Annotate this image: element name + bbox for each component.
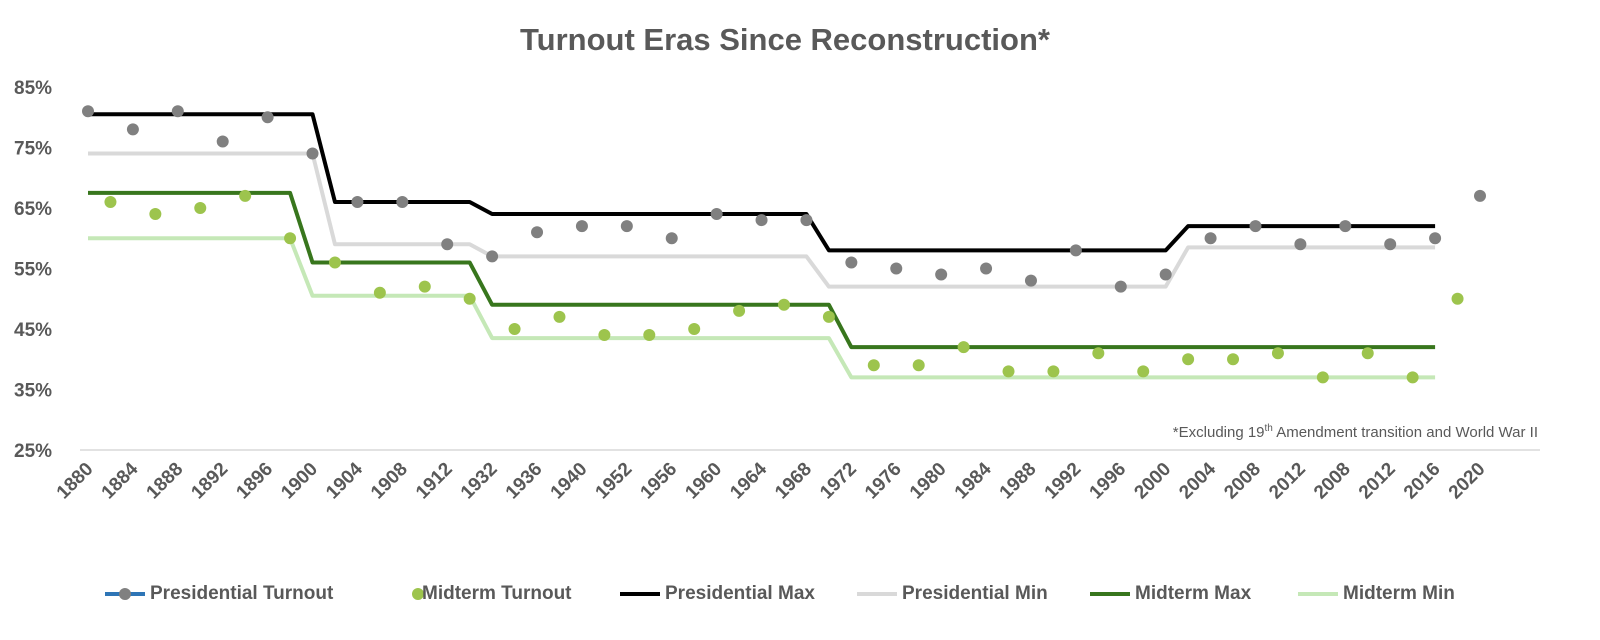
data-point [957,341,970,354]
data-point [531,226,544,239]
data-point [980,262,993,275]
data-point [1429,232,1442,245]
data-point [935,268,948,281]
y-tick-label: 85% [14,78,52,99]
data-point [1114,280,1127,293]
data-point [1406,371,1419,384]
data-point [890,262,903,275]
data-point [1249,220,1262,233]
data-point [328,256,341,269]
legend-label: Midterm Turnout [422,583,572,604]
data-point [239,189,252,202]
data-point [912,359,925,372]
chart-title: Turnout Eras Since Reconstruction* [520,22,1051,57]
data-point [373,286,386,299]
data-point [284,232,297,245]
data-point [104,195,117,208]
data-point [1159,268,1172,281]
data-point [1316,371,1329,384]
data-point [1069,244,1082,257]
data-point [351,195,364,208]
legend-label: Presidential Min [902,583,1048,604]
data-point [306,147,319,160]
data-point [1002,365,1015,378]
data-point [1474,189,1486,202]
data-point [216,135,229,148]
data-point [1384,238,1397,251]
data-point [643,329,656,342]
data-point [800,214,813,227]
data-point [1271,347,1284,360]
data-point [1339,220,1352,233]
data-point [1047,365,1060,378]
series-line [88,190,1436,350]
footnote: *Excluding 19th Amendment transition and… [1173,423,1538,441]
y-tick-label: 75% [14,139,52,160]
y-tick-label: 65% [14,199,52,220]
data-point [733,304,746,317]
data-point [778,298,790,311]
y-tick-label: 45% [14,320,52,341]
data-point [620,220,633,233]
data-point [194,202,207,214]
data-point [126,123,139,136]
data-point [396,195,409,208]
data-point [1137,365,1150,378]
data-point [845,256,858,269]
legend-label: Presidential Max [665,583,815,604]
data-point [1182,353,1195,366]
data-point [1204,232,1217,245]
legend-label: Midterm Min [1343,583,1455,604]
data-point [688,323,701,335]
y-tick-label: 25% [14,441,52,462]
y-tick-label: 35% [14,381,52,402]
series-line [88,112,1436,253]
data-point [1294,238,1307,251]
data-point [1451,292,1464,305]
footnote-text: *Excluding 19 [1173,424,1265,441]
legend-label: Presidential Turnout [150,583,334,604]
data-point [149,208,162,221]
data-point [755,214,768,227]
data-point [1024,274,1037,287]
data-point [171,105,184,118]
data-point [82,105,94,118]
data-point [665,232,678,245]
y-tick-label: 55% [14,260,52,281]
data-point [508,323,521,335]
legend-label: Midterm Max [1135,583,1252,604]
data-point [418,280,431,293]
legend-marker [412,588,424,600]
series-line [88,236,1436,380]
data-point [486,250,499,263]
footnote-sup: th [1265,423,1273,434]
data-point [598,329,611,342]
legend-marker [119,588,131,600]
data-point [441,238,454,251]
footnote-rest: Amendment transition and World War II [1273,424,1538,441]
data-point [822,310,835,323]
data-point [553,310,566,323]
data-point [1092,347,1105,360]
data-point [463,292,476,305]
data-point [1361,347,1374,360]
data-point [1227,353,1240,366]
data-point [575,220,588,233]
data-point [710,208,723,221]
data-point [261,111,274,124]
data-point [867,359,880,372]
